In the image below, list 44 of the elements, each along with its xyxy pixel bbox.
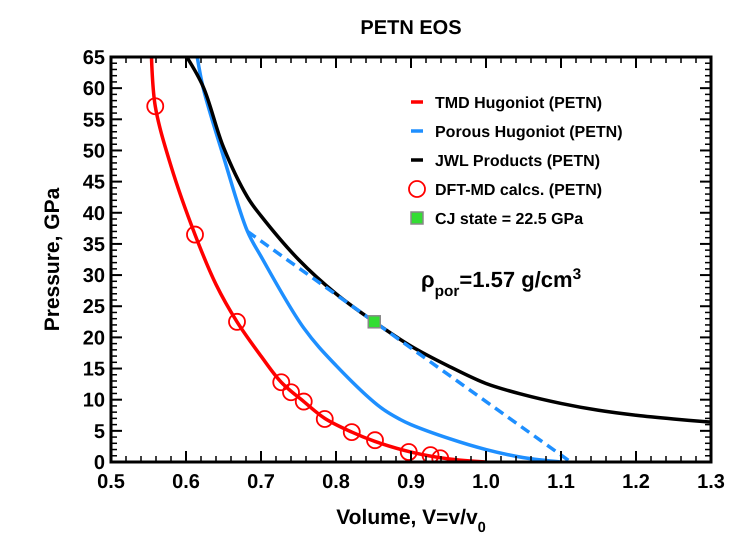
y-tick-label: 25 <box>82 296 105 318</box>
x-tick-label: 1.3 <box>697 471 725 493</box>
y-tick-label: 45 <box>82 172 105 194</box>
y-tick-label: 40 <box>82 202 105 225</box>
point <box>422 446 440 462</box>
x-tick-label: 0.9 <box>397 471 425 493</box>
point <box>282 383 300 402</box>
annotation: ρ$_{por}$=1.57 g/cm$^{3}$ <box>421 266 582 300</box>
y-tick-label: 35 <box>82 234 105 256</box>
point <box>400 443 418 461</box>
y-tick-label: 65 <box>82 47 105 69</box>
point <box>366 431 384 450</box>
point <box>186 226 204 244</box>
x-tick-label: 0.7 <box>247 471 275 493</box>
y-tick-label: 50 <box>82 140 105 162</box>
point <box>368 315 381 329</box>
y-axis-title: Pressure, GPa <box>41 187 64 332</box>
x-tick-label: 0.8 <box>322 471 350 493</box>
y-tick-label: 60 <box>82 78 105 100</box>
legend-label: JWL Products (PETN) <box>435 153 600 170</box>
legend-label: Porous Hugoniot (PETN) <box>435 124 623 141</box>
y-tick-label: 0 <box>94 452 105 474</box>
x-axis-title: Volume, V=v/v$_{0}$ <box>336 506 486 536</box>
point <box>342 423 361 441</box>
chart-title: PETN EOS <box>360 17 462 39</box>
x-tick-label: 1.0 <box>472 471 500 493</box>
x-tick-label: 0.6 <box>172 471 200 493</box>
point <box>228 312 246 331</box>
y-tick-label: 20 <box>82 327 105 350</box>
y-tick-label: 10 <box>82 390 105 412</box>
y-tick-label: 30 <box>82 265 105 288</box>
point <box>272 373 290 392</box>
legend-label: DFT-MD calcs. (PETN) <box>435 182 602 199</box>
x-tick-label: 0.5 <box>97 471 125 493</box>
y-tick-label: 5 <box>94 420 105 443</box>
x-tick-label: 1.2 <box>622 471 650 493</box>
y-tick-label: 55 <box>82 109 105 132</box>
point <box>316 410 334 428</box>
point <box>294 392 313 410</box>
legend-label: TMD Hugoniot (PETN) <box>435 95 602 112</box>
y-tick-label: 15 <box>82 358 105 381</box>
x-tick-label: 1.1 <box>547 471 575 493</box>
point <box>146 97 164 116</box>
legend-label: CJ state = 22.5 GPa <box>435 211 584 228</box>
